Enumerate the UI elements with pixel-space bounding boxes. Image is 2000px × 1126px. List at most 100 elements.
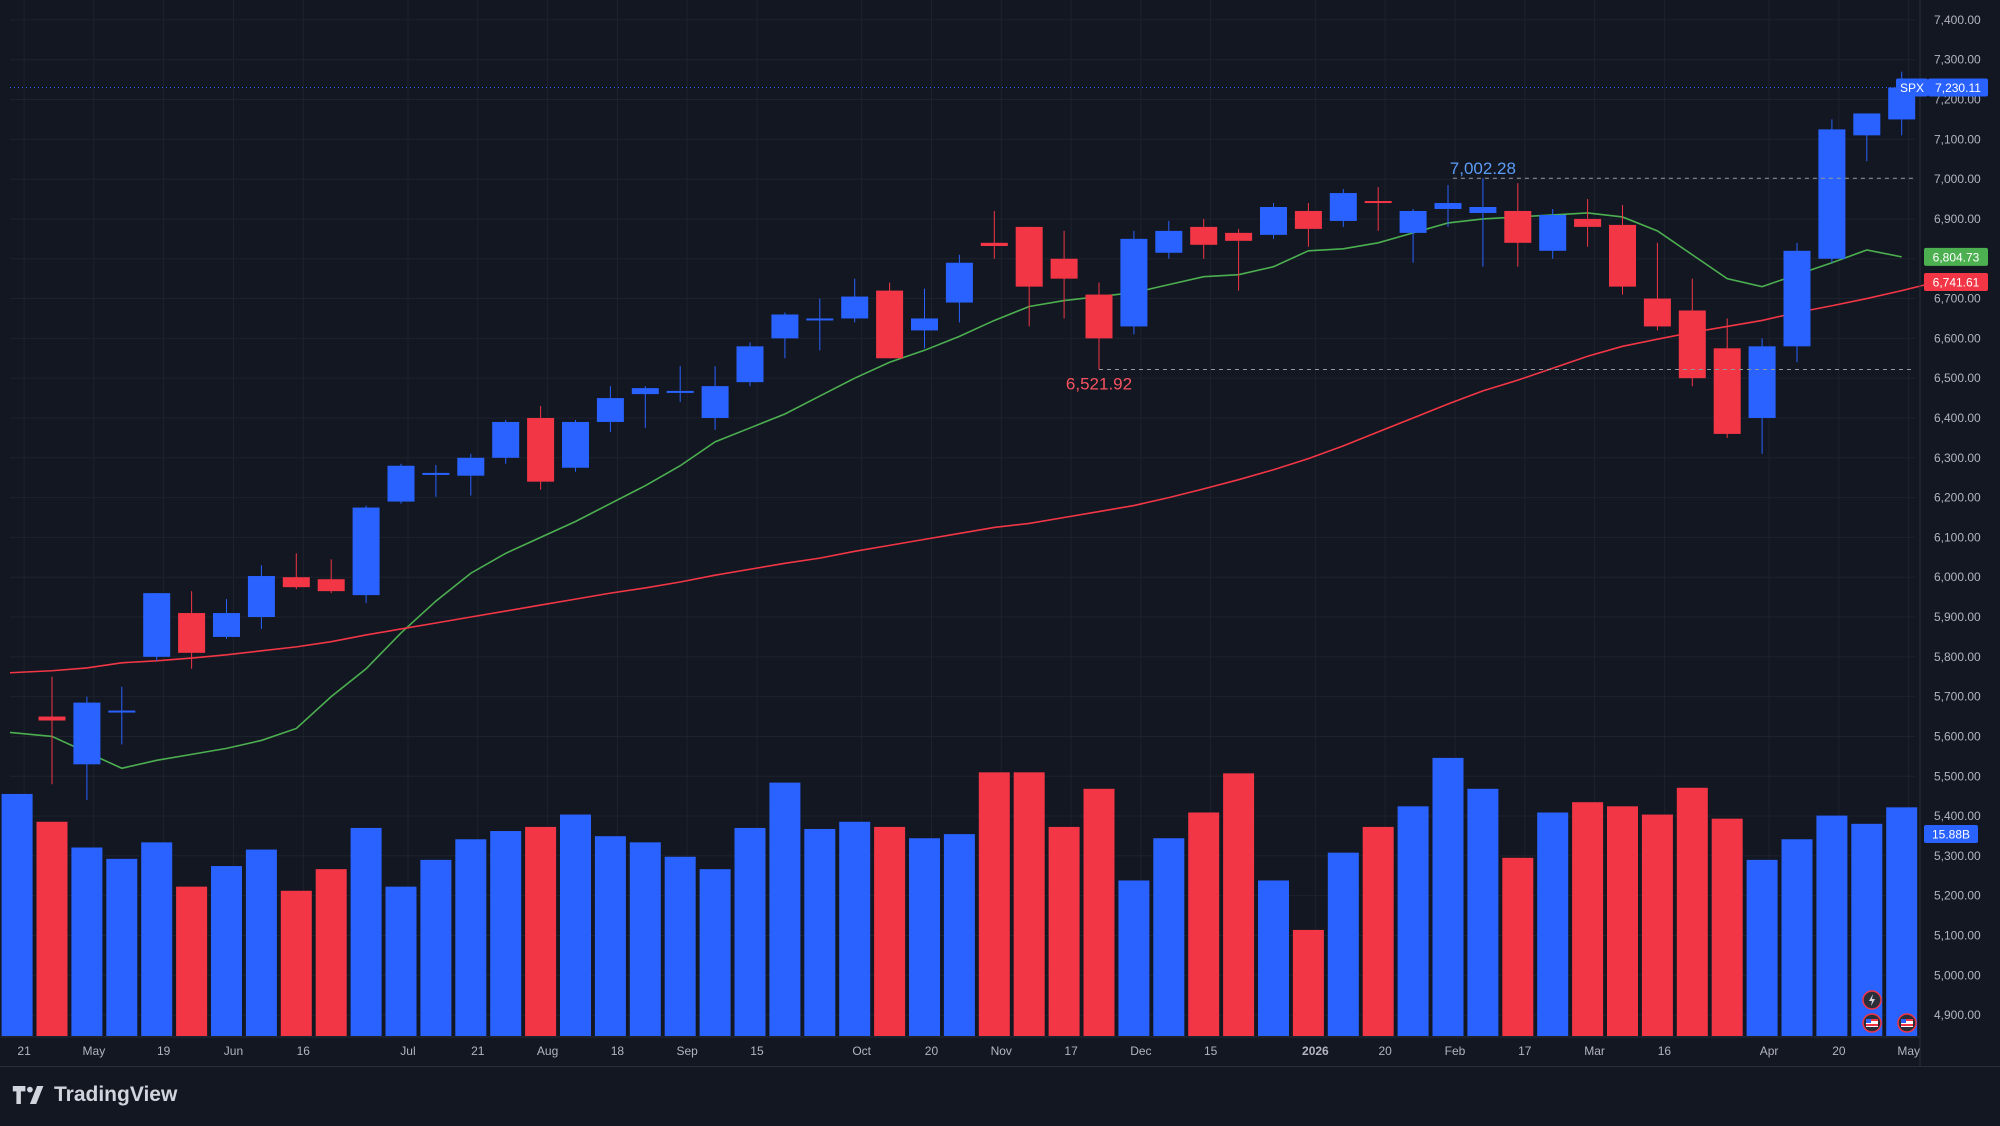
last-price-tag: 7,230.11 bbox=[1928, 78, 1988, 97]
candle bbox=[1643, 242, 1671, 331]
candle bbox=[806, 298, 834, 351]
candle bbox=[631, 386, 659, 428]
volume-bar bbox=[106, 858, 138, 1036]
volume-bar bbox=[978, 772, 1010, 1036]
candle-body bbox=[387, 465, 415, 502]
footer: TradingView bbox=[0, 1066, 2000, 1126]
volume-bar bbox=[1886, 807, 1918, 1036]
volume-bar bbox=[1118, 880, 1150, 1036]
candle bbox=[282, 553, 310, 590]
price-tick-label: 7,100.00 bbox=[1934, 132, 1981, 146]
price-tick-label: 5,600.00 bbox=[1934, 729, 1981, 743]
candle bbox=[1713, 318, 1741, 438]
symbol-tag-bg bbox=[1896, 78, 1928, 97]
tradingview-logo[interactable]: TradingView bbox=[12, 1083, 177, 1107]
candle-body bbox=[178, 613, 206, 653]
volume-bar bbox=[350, 827, 382, 1036]
candle-body bbox=[1155, 230, 1183, 253]
price-tick-label: 5,900.00 bbox=[1934, 610, 1981, 624]
candle-body bbox=[108, 710, 136, 713]
volume-bar bbox=[1013, 772, 1045, 1036]
candle bbox=[1260, 203, 1287, 239]
candle bbox=[1120, 230, 1148, 335]
time-tick-label: 15 bbox=[750, 1044, 764, 1058]
candle-body bbox=[1609, 224, 1636, 287]
candle-body bbox=[1329, 193, 1357, 221]
candle bbox=[1364, 187, 1392, 231]
candle bbox=[1399, 208, 1427, 263]
volume-bar bbox=[280, 890, 312, 1036]
volume-bar bbox=[1083, 788, 1115, 1036]
volume-bar bbox=[804, 828, 836, 1036]
moving-averages bbox=[9, 212, 1937, 770]
candle bbox=[1539, 208, 1567, 259]
candle-body bbox=[422, 472, 450, 475]
volume-tag: 15.88B bbox=[1924, 825, 1978, 843]
high-annotation: 7,002.28 bbox=[1450, 159, 1516, 178]
price-tick-label: 7,000.00 bbox=[1934, 172, 1981, 186]
candle-body bbox=[876, 290, 904, 359]
candle bbox=[213, 599, 240, 639]
candle-body bbox=[1085, 294, 1113, 339]
time-tick-label: Sep bbox=[677, 1044, 699, 1058]
candle bbox=[945, 254, 973, 323]
candle bbox=[1504, 183, 1532, 267]
candle bbox=[1818, 119, 1846, 263]
volume-bar bbox=[1048, 826, 1080, 1036]
candle bbox=[247, 565, 275, 629]
candle bbox=[1853, 113, 1881, 162]
candle bbox=[73, 696, 101, 801]
tradingview-logo-icon bbox=[12, 1086, 44, 1104]
event-markers[interactable] bbox=[1862, 990, 1917, 1033]
volume-bar bbox=[71, 847, 103, 1036]
volume-bar bbox=[1746, 859, 1778, 1036]
price-tick-label: 6,500.00 bbox=[1934, 371, 1981, 385]
low-annotation: 6,521.92 bbox=[1066, 374, 1132, 393]
candle-body bbox=[352, 507, 380, 596]
volume-bar bbox=[594, 836, 626, 1036]
price-tick-label: 5,100.00 bbox=[1934, 928, 1981, 942]
candle bbox=[527, 406, 555, 490]
price-axis[interactable]: 4,900.00 5,000.00 5,100.00 5,200.00 5,300.00… bbox=[1919, 0, 1981, 1066]
candle bbox=[317, 559, 345, 594]
price-tick-label: 5,500.00 bbox=[1934, 769, 1981, 783]
time-tick-label: Apr bbox=[1760, 1044, 1779, 1058]
price-tick-label: 5,400.00 bbox=[1934, 809, 1981, 823]
candle bbox=[422, 464, 450, 497]
volume-bar bbox=[1327, 852, 1359, 1036]
volume-bar bbox=[769, 782, 801, 1036]
candle bbox=[562, 419, 589, 472]
price-tick-label: 6,300.00 bbox=[1934, 451, 1981, 465]
volume-bar bbox=[211, 866, 242, 1036]
time-tick-label: 21 bbox=[17, 1044, 31, 1058]
candle bbox=[1050, 230, 1078, 319]
symbol-tag: SPX bbox=[1896, 78, 1928, 97]
volume-tag-text: 15.88B bbox=[1932, 828, 1970, 842]
candle-body bbox=[1399, 210, 1427, 233]
bolt-shape bbox=[1869, 994, 1875, 1006]
time-tick-label: 15 bbox=[1204, 1044, 1218, 1058]
candle bbox=[457, 453, 485, 496]
flag-canton bbox=[1866, 1019, 1871, 1023]
time-axis[interactable]: 21 May 19 Jun 16 Jul 21 Aug 18 Sep 15 Oct 20 Nov 17 Dec… bbox=[0, 1036, 1920, 1058]
volume-bar bbox=[315, 869, 347, 1036]
candle bbox=[1225, 228, 1253, 291]
candle-body bbox=[1783, 250, 1811, 347]
volume-bar bbox=[420, 859, 452, 1036]
price-tick-label: 6,900.00 bbox=[1934, 212, 1981, 226]
candle-body bbox=[596, 398, 624, 422]
volume-bar bbox=[1397, 806, 1429, 1036]
time-tick-label: 16 bbox=[1658, 1044, 1672, 1058]
time-tick-label: Jul bbox=[400, 1044, 415, 1058]
volume-bar bbox=[1676, 787, 1708, 1036]
candle bbox=[1155, 220, 1183, 259]
candle-body bbox=[457, 457, 485, 476]
ma-fast-tag: 6,804.73 bbox=[1924, 247, 1988, 266]
candle-body bbox=[1120, 238, 1148, 327]
candle-body bbox=[631, 388, 659, 395]
volume-bar bbox=[1816, 815, 1848, 1036]
volume-bar bbox=[1537, 812, 1569, 1036]
ma-slow-line bbox=[9, 281, 1937, 674]
candle-body bbox=[945, 262, 973, 303]
